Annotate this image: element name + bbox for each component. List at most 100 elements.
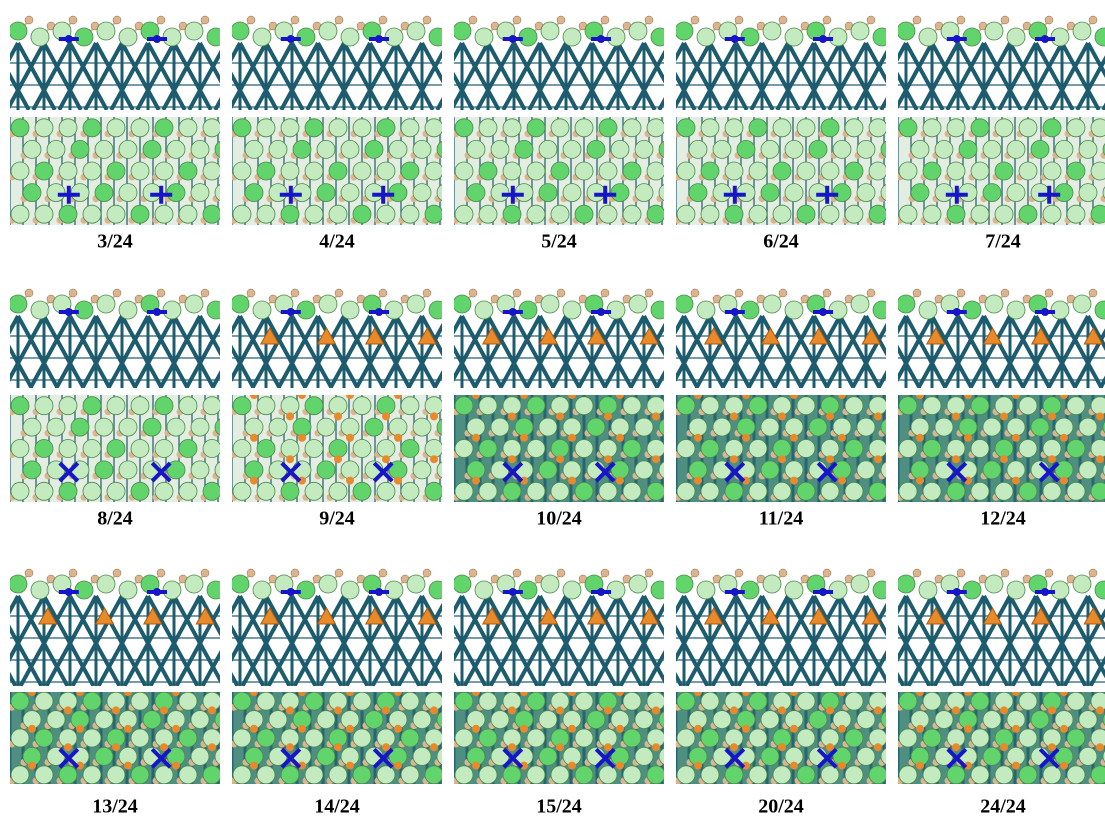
- bond: [788, 595, 842, 686]
- atom: [918, 27, 938, 47]
- bond: [1036, 595, 1090, 686]
- bond: [318, 595, 372, 686]
- atom: [540, 574, 560, 594]
- bond: [750, 596, 800, 686]
- bond: [10, 315, 46, 382]
- panel-label: 20/24: [758, 796, 804, 818]
- atom-h: [246, 288, 256, 298]
- bond: [307, 596, 357, 686]
- atom: [712, 710, 732, 729]
- bond: [420, 315, 442, 357]
- atom: [676, 728, 696, 748]
- bond: [266, 595, 320, 686]
- atom: [1078, 417, 1098, 437]
- bond: [501, 42, 542, 110]
- cluster: [808, 606, 829, 625]
- atom: [696, 27, 716, 47]
- atom: [676, 396, 696, 416]
- atom: [784, 300, 804, 320]
- atom: [922, 481, 942, 501]
- atom: [106, 396, 126, 416]
- bond: [529, 596, 579, 686]
- atom: [502, 118, 522, 138]
- atom-h: [445, 22, 453, 30]
- bond: [306, 596, 356, 686]
- atom: [490, 710, 510, 729]
- atom: [94, 710, 114, 729]
- bond: [642, 42, 664, 84]
- panel: 15/24: [254, 568, 664, 818]
- bond: [734, 315, 778, 388]
- atom: [514, 183, 534, 203]
- atom: [760, 139, 780, 159]
- cluster: [664, 391, 672, 399]
- atom-h: [512, 15, 522, 25]
- atom: [256, 118, 276, 138]
- cluster: [472, 692, 480, 696]
- atom: [202, 439, 220, 458]
- atom: [130, 481, 150, 501]
- atom-h: [1088, 15, 1098, 25]
- bond: [956, 42, 997, 110]
- cluster: [556, 455, 564, 464]
- bond: [198, 42, 220, 84]
- cluster: [568, 476, 576, 485]
- cluster: [861, 326, 882, 345]
- bond: [698, 596, 748, 686]
- cluster: [616, 476, 624, 485]
- atom: [106, 439, 126, 458]
- bond: [1008, 42, 1049, 110]
- atom: [454, 728, 474, 748]
- cluster: [124, 724, 132, 733]
- atom: [646, 481, 664, 501]
- atom: [400, 692, 420, 711]
- cluster: [472, 761, 480, 770]
- atom: [922, 728, 942, 748]
- atom: [106, 118, 126, 138]
- cluster: [382, 743, 390, 752]
- atom: [190, 139, 210, 159]
- atom-h: [200, 15, 210, 25]
- dopant: [1038, 747, 1060, 769]
- bond: [958, 595, 1012, 686]
- atom: [784, 417, 804, 437]
- atom: [598, 765, 618, 784]
- panel: 5/24: [454, 15, 664, 253]
- cluster: [964, 692, 972, 696]
- atom: [676, 439, 696, 458]
- cluster: [520, 724, 528, 733]
- cluster: [916, 395, 924, 399]
- atom: [130, 692, 150, 711]
- side-view: [232, 15, 453, 110]
- bond: [1075, 55, 1105, 110]
- atom: [58, 396, 78, 416]
- atom: [628, 294, 648, 314]
- cluster: [874, 455, 882, 464]
- atom: [856, 139, 876, 159]
- atom: [762, 294, 782, 314]
- atom: [610, 183, 630, 203]
- atom-h: [600, 288, 610, 298]
- atom: [1018, 118, 1038, 138]
- cluster: [730, 743, 738, 752]
- atom: [748, 204, 768, 224]
- bond: [254, 596, 304, 686]
- atom: [58, 161, 78, 181]
- bond: [264, 315, 308, 388]
- panel: 10/24: [454, 288, 672, 530]
- cluster: [568, 433, 576, 442]
- bond: [359, 596, 409, 686]
- atom: [676, 481, 696, 501]
- atom: [820, 765, 840, 784]
- cluster: [639, 606, 660, 625]
- atom: [46, 710, 66, 729]
- atom: [232, 396, 252, 416]
- atom: [424, 161, 442, 181]
- cluster: [790, 724, 798, 733]
- atom: [910, 139, 930, 159]
- cluster: [1012, 395, 1020, 399]
- bond: [462, 595, 516, 686]
- bond: [864, 595, 886, 637]
- bond: [1008, 315, 1052, 388]
- atom-h: [600, 15, 610, 25]
